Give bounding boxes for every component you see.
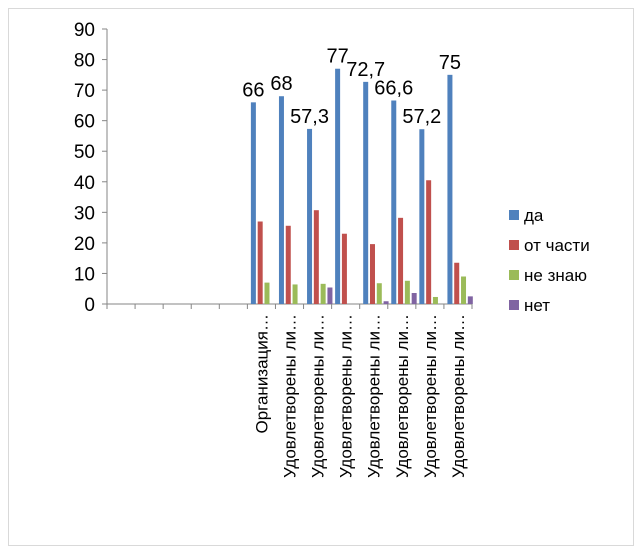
data-label: 57,3 <box>290 106 329 128</box>
bar <box>327 287 333 304</box>
bar <box>411 293 417 304</box>
bar <box>278 96 284 304</box>
bar <box>467 296 473 304</box>
y-tick-label: 30 <box>74 203 95 224</box>
x-tick-label: Организация… <box>252 314 271 434</box>
y-tick-label: 50 <box>74 142 95 163</box>
axes: 0 10 20 30 40 50 60 70 80 90 <box>74 20 473 316</box>
x-tick-label: Удовлетворены ли… <box>337 314 356 478</box>
legend-label: от части <box>524 236 590 255</box>
y-tick-label: 20 <box>74 234 95 255</box>
bar <box>363 81 369 304</box>
y-tick-label: 70 <box>74 81 95 102</box>
bar <box>447 74 453 304</box>
legend-label: нет <box>524 296 550 315</box>
y-tick-label: 60 <box>74 112 95 133</box>
bar <box>391 100 397 304</box>
x-tick-label: Удовлетворены ли… <box>449 314 468 478</box>
legend-swatch <box>509 240 519 250</box>
bar <box>369 244 375 304</box>
y-tick-label: 40 <box>74 173 95 194</box>
legend: да от части не знаю нет <box>509 206 590 315</box>
bar <box>257 221 263 304</box>
bar <box>461 276 467 304</box>
data-label: 66,6 <box>374 78 413 100</box>
data-label: 57,2 <box>402 106 441 128</box>
data-label: 72,7 <box>346 59 385 81</box>
bar <box>307 128 313 304</box>
bar <box>404 280 410 304</box>
y-tick-label: 10 <box>74 264 95 285</box>
bar <box>398 217 404 304</box>
bar <box>383 301 389 304</box>
legend-swatch <box>509 270 519 280</box>
x-tick-label: Удовлетворены ли… <box>393 314 412 478</box>
bar <box>376 283 382 304</box>
y-tick-label: 0 <box>84 295 95 316</box>
bar <box>426 180 432 304</box>
bar <box>285 225 291 304</box>
bars <box>250 68 473 304</box>
bar <box>335 68 341 304</box>
x-tick-label: Удовлетворены ли… <box>281 314 300 478</box>
bar <box>313 210 319 304</box>
y-tick-label: 90 <box>74 20 95 41</box>
data-label: 75 <box>439 52 461 74</box>
legend-swatch <box>509 300 519 310</box>
legend-label: да <box>524 206 544 225</box>
x-tick-label: Удовлетворены ли… <box>421 314 440 478</box>
data-label: 66 <box>242 79 264 101</box>
data-label: 68 <box>270 73 292 95</box>
bar <box>264 282 270 304</box>
data-label: 77 <box>326 46 348 68</box>
category-labels: Организация… Удовлетворены ли… Удовлетворе… <box>252 314 468 478</box>
bar <box>341 233 347 304</box>
bar <box>419 129 425 304</box>
x-tick-label: Удовлетворены ли… <box>365 314 384 478</box>
bar <box>320 283 326 304</box>
y-tick-label: 80 <box>74 51 95 72</box>
bar <box>292 284 298 304</box>
x-tick-label: Удовлетворены ли… <box>309 314 328 478</box>
bar <box>432 296 438 304</box>
bar <box>250 102 256 304</box>
bar <box>454 262 460 304</box>
legend-swatch <box>509 210 519 220</box>
chart-frame: 0 10 20 30 40 50 60 70 80 90 66 68 57,3 77 72,7 66,6 57… <box>8 8 634 546</box>
legend-label: не знаю <box>524 266 587 285</box>
